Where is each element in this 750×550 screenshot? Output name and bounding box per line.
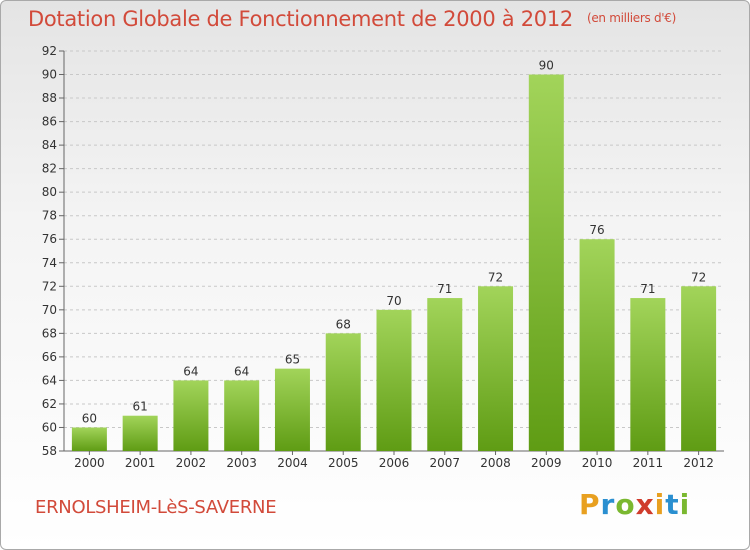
brand-letter: t: [665, 488, 680, 521]
y-tick-label: 78: [42, 209, 57, 223]
bar-value-label: 60: [82, 411, 97, 425]
bar: [630, 298, 666, 451]
y-tick-label: 66: [42, 350, 57, 364]
x-tick-label: 2002: [176, 456, 207, 470]
x-tick-label: 2005: [328, 456, 359, 470]
y-tick-label: 72: [42, 279, 57, 293]
y-tick-label: 70: [42, 303, 57, 317]
bar-value-label: 76: [589, 223, 604, 237]
y-tick-label: 60: [42, 420, 57, 434]
y-tick-label: 64: [42, 373, 57, 387]
unit-note: (en milliers d'€): [586, 11, 676, 25]
bar-value-label: 64: [183, 364, 198, 378]
brand-letter: o: [615, 488, 636, 521]
bar: [478, 286, 514, 451]
x-tick-label: 2000: [74, 456, 105, 470]
x-tick-label: 2001: [125, 456, 156, 470]
chart-title-text: Dotation Globale de Fonctionnement de 20…: [28, 7, 573, 31]
x-tick-label: 2008: [480, 456, 511, 470]
bar: [224, 380, 260, 451]
brand-letter: i: [679, 488, 691, 521]
y-tick-label: 80: [42, 185, 57, 199]
bar-value-label: 72: [691, 270, 706, 284]
y-tick-label: 68: [42, 326, 57, 340]
y-tick-label: 88: [42, 91, 57, 105]
bar: [122, 415, 158, 451]
bar-value-label: 90: [539, 59, 554, 73]
brand-letter: r: [600, 488, 616, 521]
bar: [325, 333, 361, 451]
bar: [579, 239, 615, 451]
bar-value-label: 70: [386, 294, 401, 308]
y-tick-label: 92: [42, 44, 57, 58]
y-tick-label: 62: [42, 397, 57, 411]
bar: [376, 309, 412, 451]
chart-title: Dotation Globale de Fonctionnement de 20…: [28, 7, 676, 31]
x-tick-label: 2004: [277, 456, 308, 470]
commune-name: ERNOLSHEIM-LèS-SAVERNE: [35, 497, 277, 518]
bar: [528, 74, 564, 451]
x-tick-label: 2006: [379, 456, 410, 470]
bar-value-label: 65: [285, 353, 300, 367]
bar: [681, 286, 717, 451]
brand-letter: x: [635, 488, 655, 521]
labels: 58 60 62 64 66 68 70 72 74 76 78 80 82 84 86 88 90 92 60 20…: [42, 44, 714, 470]
bar-value-label: 68: [336, 317, 351, 331]
y-tick-label: 84: [42, 138, 57, 152]
x-tick-label: 2009: [531, 456, 562, 470]
y-tick-label: 90: [42, 68, 57, 82]
y-tick-label: 74: [42, 256, 57, 270]
bar-value-label: 72: [488, 270, 503, 284]
x-tick-label: 2003: [226, 456, 257, 470]
bar: [173, 380, 209, 451]
bar-value-label: 64: [234, 364, 249, 378]
bar: [427, 298, 463, 451]
y-tick-label: 58: [42, 444, 57, 458]
bars: [71, 74, 717, 451]
bar-value-label: 61: [133, 400, 148, 414]
brand-letter: i: [654, 488, 666, 521]
x-tick-label: 2011: [633, 456, 664, 470]
bar: [274, 368, 310, 451]
x-tick-label: 2012: [683, 456, 714, 470]
bar-value-label: 71: [437, 282, 452, 296]
y-tick-label: 76: [42, 232, 57, 246]
y-tick-label: 86: [42, 115, 57, 129]
proxiti-logo: Proxiti: [579, 488, 690, 521]
bar: [71, 427, 107, 451]
bar-value-label: 71: [640, 282, 655, 296]
x-tick-label: 2010: [582, 456, 613, 470]
x-tick-label: 2007: [429, 456, 460, 470]
brand-letter: P: [579, 488, 601, 521]
y-tick-label: 82: [42, 162, 57, 176]
